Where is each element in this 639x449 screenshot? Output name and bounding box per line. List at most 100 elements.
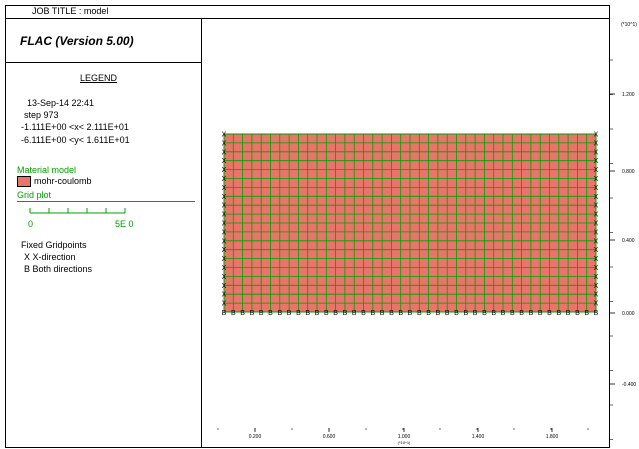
fixed-both-marker: B — [426, 310, 431, 317]
fixed-both-marker: B — [370, 310, 375, 317]
grid-plot-label: Grid plot — [17, 190, 52, 200]
fixed-x-marker: X — [594, 185, 599, 192]
version-label: FLAC (Version 5.00) — [20, 34, 134, 48]
fixed-x-marker: X — [222, 212, 227, 219]
fixed-x-marker: X — [222, 194, 227, 201]
fixed-both-marker: B — [584, 310, 589, 317]
fixed-both-marker: B — [250, 310, 255, 317]
y-axis-multiplier: (*10^1) — [621, 22, 637, 28]
scale-start: 0 — [28, 219, 34, 229]
fixed-both-marker: B — [305, 310, 310, 317]
x-tick-label: 0.600 — [323, 434, 336, 440]
fixed-both-marker: B — [352, 310, 357, 317]
fixed-both-marker: B — [315, 310, 320, 317]
fixed-x-marker: X — [594, 167, 599, 174]
fixed-x-marker: X — [222, 203, 227, 210]
scale-bar — [29, 208, 126, 214]
fixed-x-marker: X — [222, 185, 227, 192]
fixed-both-marker: B — [473, 310, 478, 317]
fixed-x-marker: X — [594, 221, 599, 228]
x-tick-label: 1.000 — [398, 434, 411, 440]
fixed-both-marker: B — [445, 310, 450, 317]
y-tick-label: 0.800 — [622, 169, 635, 175]
plot-step: step 973 — [24, 110, 59, 120]
fixed-both-marker: B — [556, 310, 561, 317]
fixed-x-marker: X — [222, 221, 227, 228]
fixity-markers: X XX XX XX XX XX XX XX XX XX XX XX XX XX XX XX XX XX XX XX X… — [222, 132, 599, 318]
fixed-both-marker: B — [380, 310, 385, 317]
fixed-both-legend: B Both directions — [24, 264, 93, 274]
fixed-x-marker: X — [594, 274, 599, 281]
x-tick-label: 1.400 — [472, 434, 485, 440]
x-range: -1.111E+00 <x< 2.111E+01 — [21, 122, 129, 132]
job-title: JOB TITLE : model — [32, 6, 109, 16]
material-model-label: Material model — [17, 165, 77, 175]
fixed-both-marker: B — [538, 310, 543, 317]
fixed-x-marker: X — [594, 176, 599, 183]
fixed-x-marker: X — [594, 212, 599, 219]
fixed-both-marker: B — [277, 310, 282, 317]
fixed-x-marker: X — [222, 256, 227, 263]
material-swatch — [17, 176, 31, 187]
fixed-x-marker: X — [222, 238, 227, 245]
fixed-both-marker: B — [333, 310, 338, 317]
x-axis: 0.200 0.600 1.000 1.400 1.800 (*10^1) — [217, 428, 589, 445]
fixed-x-marker: X — [594, 265, 599, 272]
fixed-both-marker: B — [417, 310, 422, 317]
fixed-x-marker: X — [594, 247, 599, 254]
fixed-x-marker: X — [222, 292, 227, 299]
fixed-both-marker: B — [240, 310, 245, 317]
fixed-both-marker: B — [268, 310, 273, 317]
fixed-x-marker: X — [222, 132, 227, 139]
fixed-both-marker: B — [519, 310, 524, 317]
fixed-both-marker: B — [491, 310, 496, 317]
fixed-x-marker: X — [222, 167, 227, 174]
fixed-x-marker: X — [594, 283, 599, 290]
mesh-grid — [223, 133, 597, 313]
grid-plot-rule — [17, 201, 195, 202]
scale-end: 5E 0 — [115, 219, 134, 229]
fixed-both-marker: B — [463, 310, 468, 317]
y-tick-label: -0.400 — [622, 382, 636, 388]
fixed-x-marker: X — [222, 158, 227, 165]
x-tick-label: 1.800 — [546, 434, 559, 440]
y-range: -6.111E+00 <y< 1.611E+01 — [21, 135, 130, 145]
y-tick-label: 1.200 — [622, 92, 635, 98]
fixed-x-marker: X — [222, 140, 227, 147]
fixed-x-marker: X — [594, 229, 599, 236]
fixed-x-marker: X — [594, 203, 599, 210]
fixed-both-marker: B — [547, 310, 552, 317]
fixed-x-marker: X — [594, 256, 599, 263]
fixed-x-marker: X — [594, 158, 599, 165]
fixed-x-marker: X — [222, 265, 227, 272]
fixed-x-marker: X — [594, 132, 599, 139]
fixed-both-marker: B — [436, 310, 441, 317]
y-tick-label: 0.000 — [622, 311, 635, 317]
fixed-x-marker: X — [222, 283, 227, 290]
fixed-both-marker: B — [510, 310, 515, 317]
fixed-x-marker: X — [222, 176, 227, 183]
x-axis-multiplier: (*10^1) — [398, 440, 411, 445]
fixed-both-marker: B — [398, 310, 403, 317]
fixed-both-marker: B — [324, 310, 329, 317]
fixed-x-marker: X — [222, 149, 227, 156]
fixed-both-marker: B — [361, 310, 366, 317]
fixed-x-marker: X — [594, 149, 599, 156]
plot-date: 13-Sep-14 22:41 — [27, 98, 95, 108]
material-name: mohr-coulomb — [34, 176, 92, 186]
fixed-x-marker: X — [594, 194, 599, 201]
fixed-both-marker: B — [287, 310, 292, 317]
fixed-both-marker: B — [296, 310, 301, 317]
fixed-x-marker: X — [594, 301, 599, 308]
fixed-both-marker: B — [454, 310, 459, 317]
fixed-both-marker: B — [482, 310, 487, 317]
fixed-x-marker: X — [222, 301, 227, 308]
fixed-x-marker: X — [222, 229, 227, 236]
x-tick-label: 0.200 — [249, 434, 262, 440]
fixed-both-marker: B — [259, 310, 264, 317]
fixed-x-marker: X — [594, 238, 599, 245]
y-axis: (*10^1) 1.200 0.800 0.400 0.000 -0.400 — [610, 22, 637, 440]
fixed-both-marker: B — [231, 310, 236, 317]
y-tick-label: 0.400 — [622, 238, 635, 244]
